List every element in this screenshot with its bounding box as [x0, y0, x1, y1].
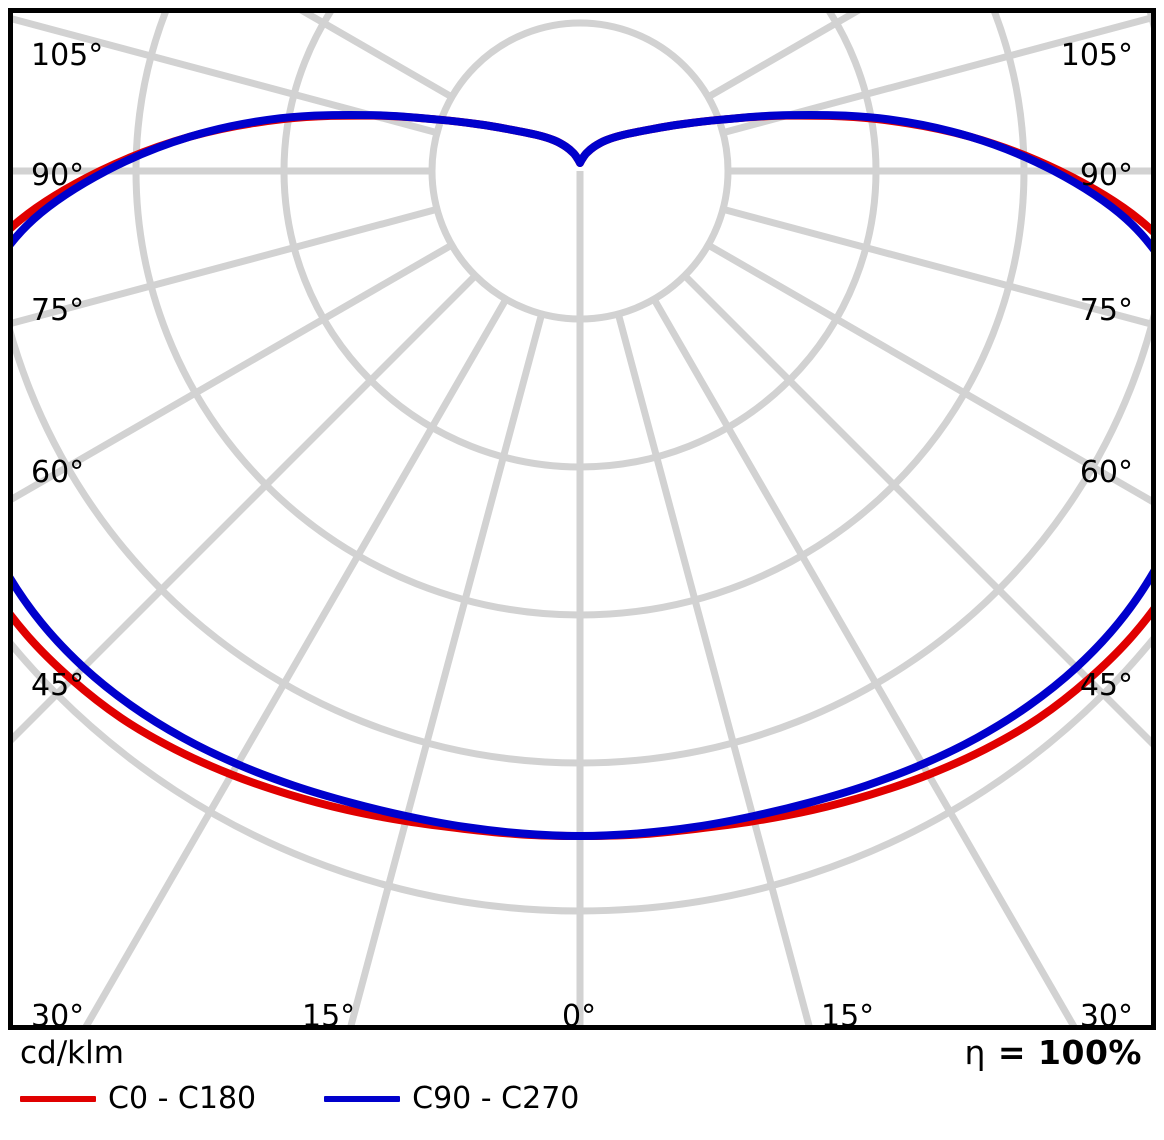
grid-ray-105	[722, 14, 1151, 137]
angle-label-right-45: 45°	[1079, 668, 1133, 703]
legend-swatch-c90-c270	[324, 1096, 401, 1102]
polar-chart-svg	[13, 13, 1151, 1025]
angle-label-left-45: 45°	[31, 668, 85, 703]
polar-plot-frame: 105° 90° 75° 60° 45° 30° 105° 90° 75° 60…	[8, 8, 1156, 1030]
grid-ray--60	[13, 241, 454, 503]
angle-label-right-105: 105°	[1060, 38, 1133, 73]
polar-grid	[13, 13, 1151, 1025]
angle-label-right-30: 30°	[1079, 999, 1133, 1030]
chart-legend: cd/klm η = 100% C0 - C180 C90 - C270	[0, 1030, 1164, 1140]
angle-label-right-75: 75°	[1079, 293, 1133, 328]
angle-label-left-75: 75°	[31, 293, 85, 328]
grid-ray-45	[682, 273, 1151, 747]
grid-ray--120	[299, 13, 454, 101]
legend-swatch-c0-c180	[20, 1096, 96, 1102]
legend-item-c90-c270[interactable]: C90 - C270	[324, 1084, 579, 1114]
grid-ray-60	[706, 241, 1151, 505]
grid-ray--105	[13, 15, 438, 137]
angle-label-bottom-15-right: 15°	[821, 999, 875, 1030]
grid-ray-75	[722, 205, 1151, 328]
angle-label-bottom-0: 0°	[562, 999, 597, 1030]
eta-equals: =	[985, 1033, 1039, 1072]
eta-symbol: η	[964, 1033, 986, 1072]
curve-c90-c270	[13, 110, 1151, 840]
angle-label-left-60: 60°	[31, 455, 85, 490]
grid-ray-30	[650, 297, 1078, 1025]
grid-ray-15	[614, 313, 813, 1025]
grid-ray--15	[347, 313, 546, 1025]
angle-label-right-90: 90°	[1079, 158, 1133, 193]
legend-entries: C0 - C180 C90 - C270	[20, 1084, 647, 1114]
legend-label-c0-c180: C0 - C180	[108, 1081, 257, 1116]
unit-label: cd/klm	[20, 1035, 124, 1071]
angle-label-left-90: 90°	[31, 158, 85, 193]
grid-ray-120	[706, 13, 861, 101]
angle-label-bottom-15-left: 15°	[302, 999, 356, 1030]
eta-value: 100%	[1038, 1033, 1142, 1072]
grid-ray--75	[13, 205, 438, 327]
legend-label-c90-c270: C90 - C270	[412, 1081, 580, 1116]
grid-ray--30	[82, 297, 510, 1025]
grid-ray--45	[13, 273, 478, 743]
polar-curves	[13, 110, 1151, 840]
efficiency-label: η = 100%	[964, 1036, 1142, 1069]
angle-label-right-60: 60°	[1079, 455, 1133, 490]
angle-label-left-105: 105°	[31, 38, 104, 73]
legend-item-c0-c180[interactable]: C0 - C180	[20, 1084, 256, 1114]
angle-label-left-30: 30°	[31, 999, 85, 1030]
